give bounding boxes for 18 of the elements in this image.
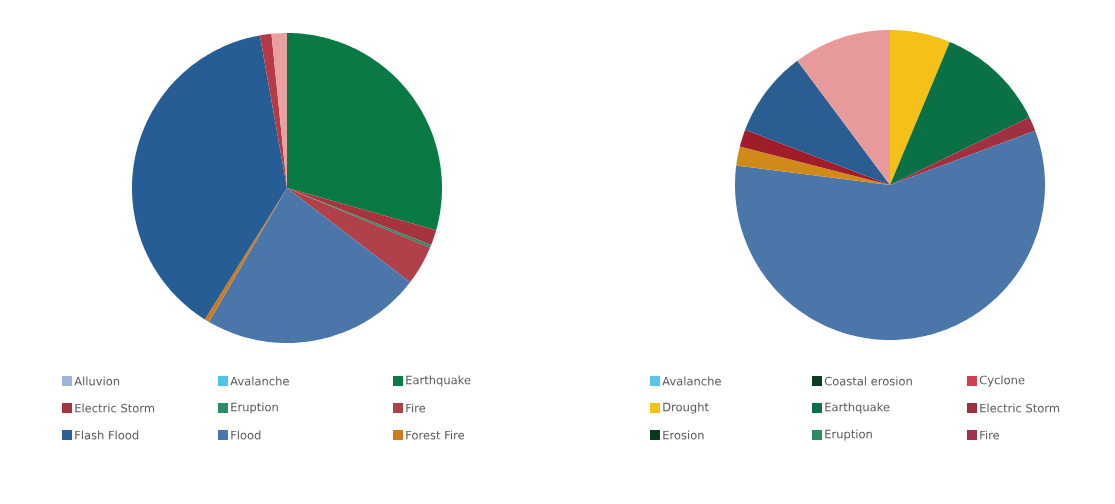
legend-label: Flood: [231, 430, 261, 440]
legend-label: Alluvion: [74, 376, 120, 386]
legend-label: Erosion: [663, 430, 704, 440]
legend-label: Fire: [980, 430, 1000, 440]
legend-label: Eruption: [825, 429, 872, 441]
legend-label: Flash Flood: [75, 430, 139, 440]
legend-label: Cyclone: [979, 375, 1025, 387]
legend-label: Avalanche: [662, 376, 721, 386]
legend-label: Drought: [663, 402, 709, 414]
legend-label: Fire: [406, 403, 426, 413]
legend-label: Earthquake: [825, 402, 890, 414]
legend-label: Earthquake: [406, 375, 471, 387]
legend-label: Electric Storm: [980, 403, 1060, 413]
legend-label: Avalanche: [230, 376, 289, 386]
legend-label: Eruption: [231, 402, 278, 414]
legend-label: Forest Fire: [406, 430, 465, 440]
legend-label: Electric Storm: [75, 403, 155, 413]
legend-label: Coastal erosion: [824, 376, 912, 386]
